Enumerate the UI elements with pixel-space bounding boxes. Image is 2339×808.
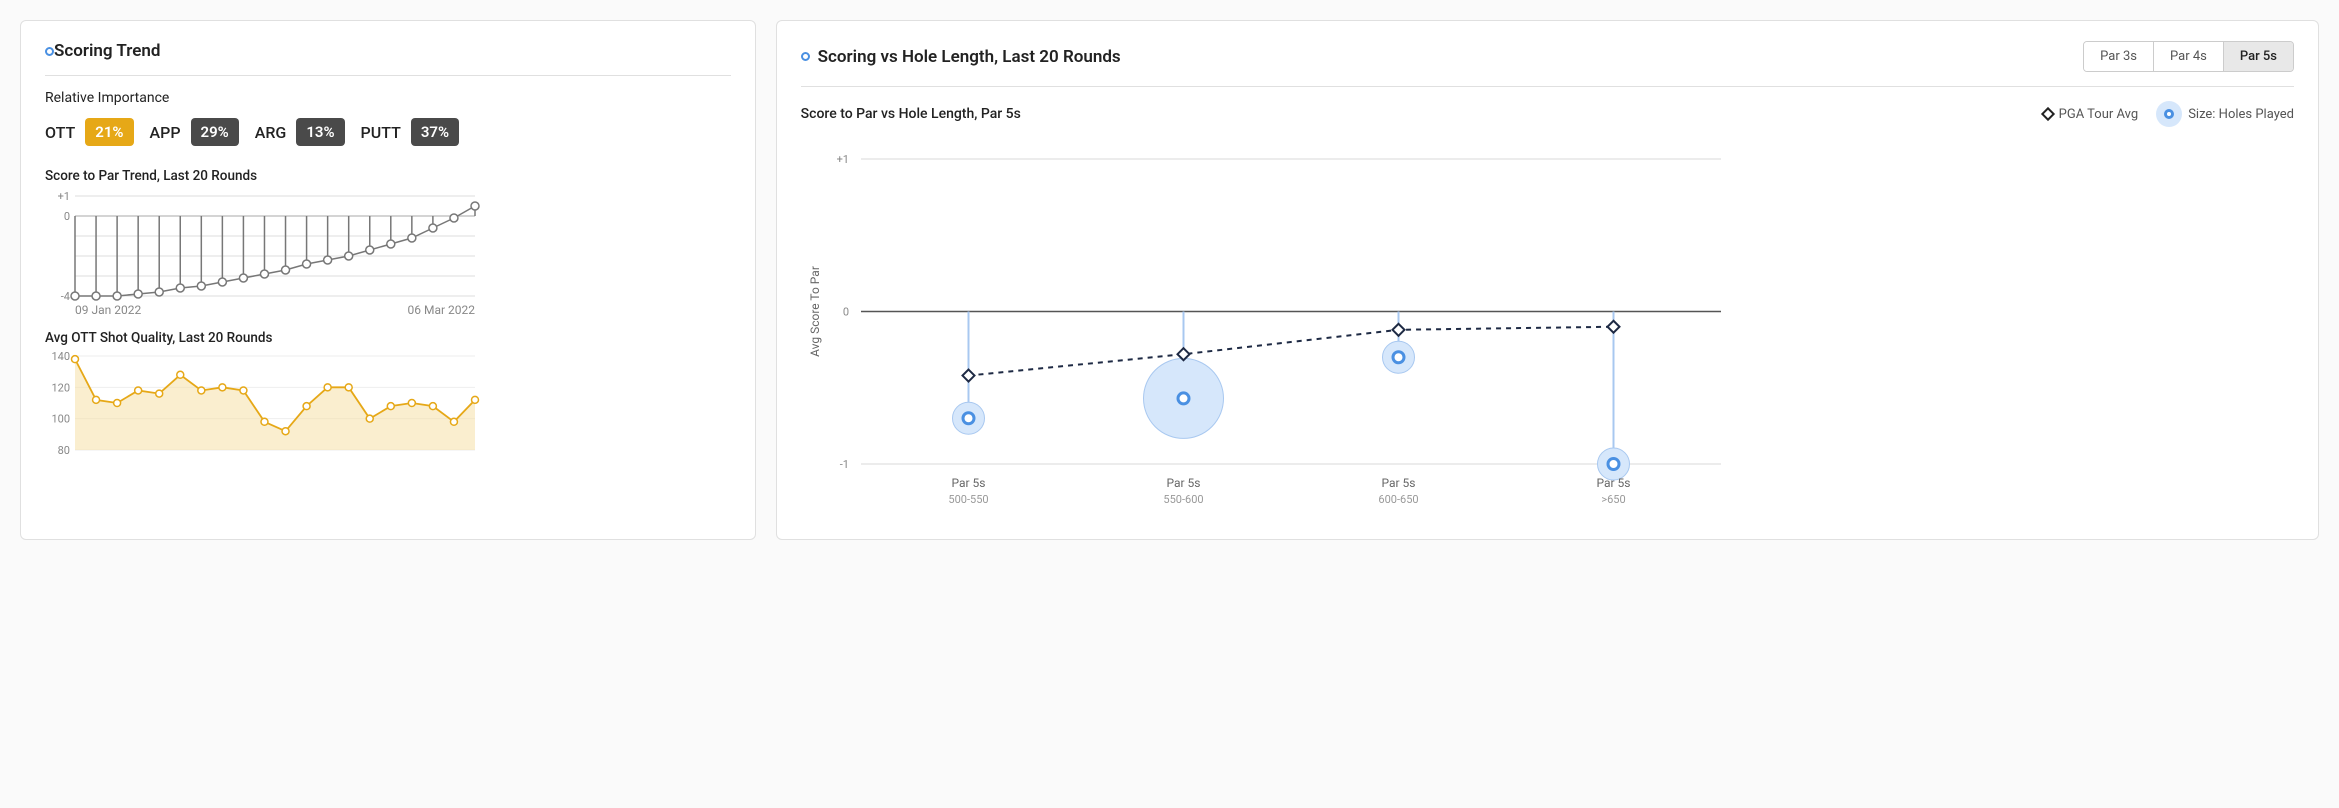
svg-text:Avg Score To Par: Avg Score To Par — [808, 266, 822, 357]
svg-text:09 Jan 2022: 09 Jan 2022 — [75, 303, 141, 317]
tab-par-3s[interactable]: Par 3s — [2084, 42, 2154, 71]
legend-pga: PGA Tour Avg — [2043, 107, 2139, 122]
trend-chart-title: Score to Par Trend, Last 20 Rounds — [45, 168, 731, 184]
legend-pga-label: PGA Tour Avg — [2059, 107, 2139, 122]
bullet-icon — [45, 47, 54, 56]
score-vs-length-chart: -1 0 +1 Avg Score To Par Par 5s 500-550 Par 5s… — [801, 139, 1741, 519]
importance-badge-app: 29% — [191, 118, 239, 146]
importance-badge-arg: 13% — [296, 118, 344, 146]
legend-size: Size: Holes Played — [2156, 101, 2294, 127]
svg-text:+1: +1 — [58, 190, 70, 203]
svg-text:0: 0 — [64, 210, 70, 223]
scoring-trend-card: Scoring Trend Relative Importance OTT 21%… — [20, 20, 756, 540]
svg-text:Par 5s: Par 5s — [1166, 476, 1200, 490]
card-title: Scoring vs Hole Length, Last 20 Rounds — [818, 47, 1121, 67]
svg-text:80: 80 — [58, 444, 70, 457]
svg-text:0: 0 — [842, 306, 848, 319]
svg-text:Par 5s: Par 5s — [1381, 476, 1415, 490]
diamond-icon — [2041, 107, 2055, 121]
svg-text:550-600: 550-600 — [1163, 493, 1203, 506]
scoring-vs-length-card: Scoring vs Hole Length, Last 20 Rounds P… — [776, 20, 2319, 540]
svg-text:-1: -1 — [839, 458, 848, 471]
legend: PGA Tour Avg Size: Holes Played — [2043, 101, 2294, 127]
card-title: Scoring Trend — [54, 41, 160, 61]
card-header: Scoring Trend — [45, 41, 731, 76]
svg-text:140: 140 — [51, 352, 70, 363]
svg-text:06 Mar 2022: 06 Mar 2022 — [408, 303, 476, 317]
svg-text:>650: >650 — [1601, 493, 1625, 506]
importance-row: OTT 21% APP 29% ARG 13% PUTT 37% — [45, 118, 731, 146]
svg-text:Par 5s: Par 5s — [951, 476, 985, 490]
importance-label-ott: OTT — [45, 123, 75, 142]
importance-badge-putt: 37% — [411, 118, 459, 146]
tab-par-5s[interactable]: Par 5s — [2224, 42, 2293, 71]
importance-badge-ott: 21% — [85, 118, 133, 146]
card-header: Scoring vs Hole Length, Last 20 Rounds P… — [801, 41, 2294, 87]
par-tab-group: Par 3sPar 4sPar 5s — [2083, 41, 2294, 72]
svg-text:120: 120 — [51, 381, 70, 394]
ott-quality-chart: 80 100 120 140 — [45, 352, 485, 462]
importance-label-app: APP — [150, 123, 181, 142]
importance-label-arg: ARG — [255, 123, 287, 142]
importance-label-putt: PUTT — [361, 123, 401, 142]
legend-size-label: Size: Holes Played — [2188, 107, 2294, 122]
bullet-icon — [801, 52, 810, 61]
chart-subtitle: Score to Par vs Hole Length, Par 5s — [801, 106, 1021, 122]
score-to-par-trend-chart: +1 0 -4 09 Jan 2022 06 Mar 2022 — [45, 190, 485, 320]
subtitle-row: Score to Par vs Hole Length, Par 5s PGA … — [801, 101, 2294, 127]
bubble-icon — [2156, 101, 2182, 127]
svg-text:Par 5s: Par 5s — [1596, 476, 1630, 490]
dashboard: Scoring Trend Relative Importance OTT 21%… — [20, 20, 2319, 540]
svg-text:500-550: 500-550 — [948, 493, 988, 506]
card-title-wrap: Scoring vs Hole Length, Last 20 Rounds — [801, 47, 1121, 67]
tab-par-4s[interactable]: Par 4s — [2154, 42, 2224, 71]
svg-text:100: 100 — [51, 413, 70, 426]
svg-text:600-650: 600-650 — [1378, 493, 1418, 506]
importance-heading: Relative Importance — [45, 90, 731, 106]
svg-text:-4: -4 — [61, 290, 70, 303]
svg-text:+1: +1 — [836, 153, 848, 166]
ott-chart-title: Avg OTT Shot Quality, Last 20 Rounds — [45, 330, 731, 346]
